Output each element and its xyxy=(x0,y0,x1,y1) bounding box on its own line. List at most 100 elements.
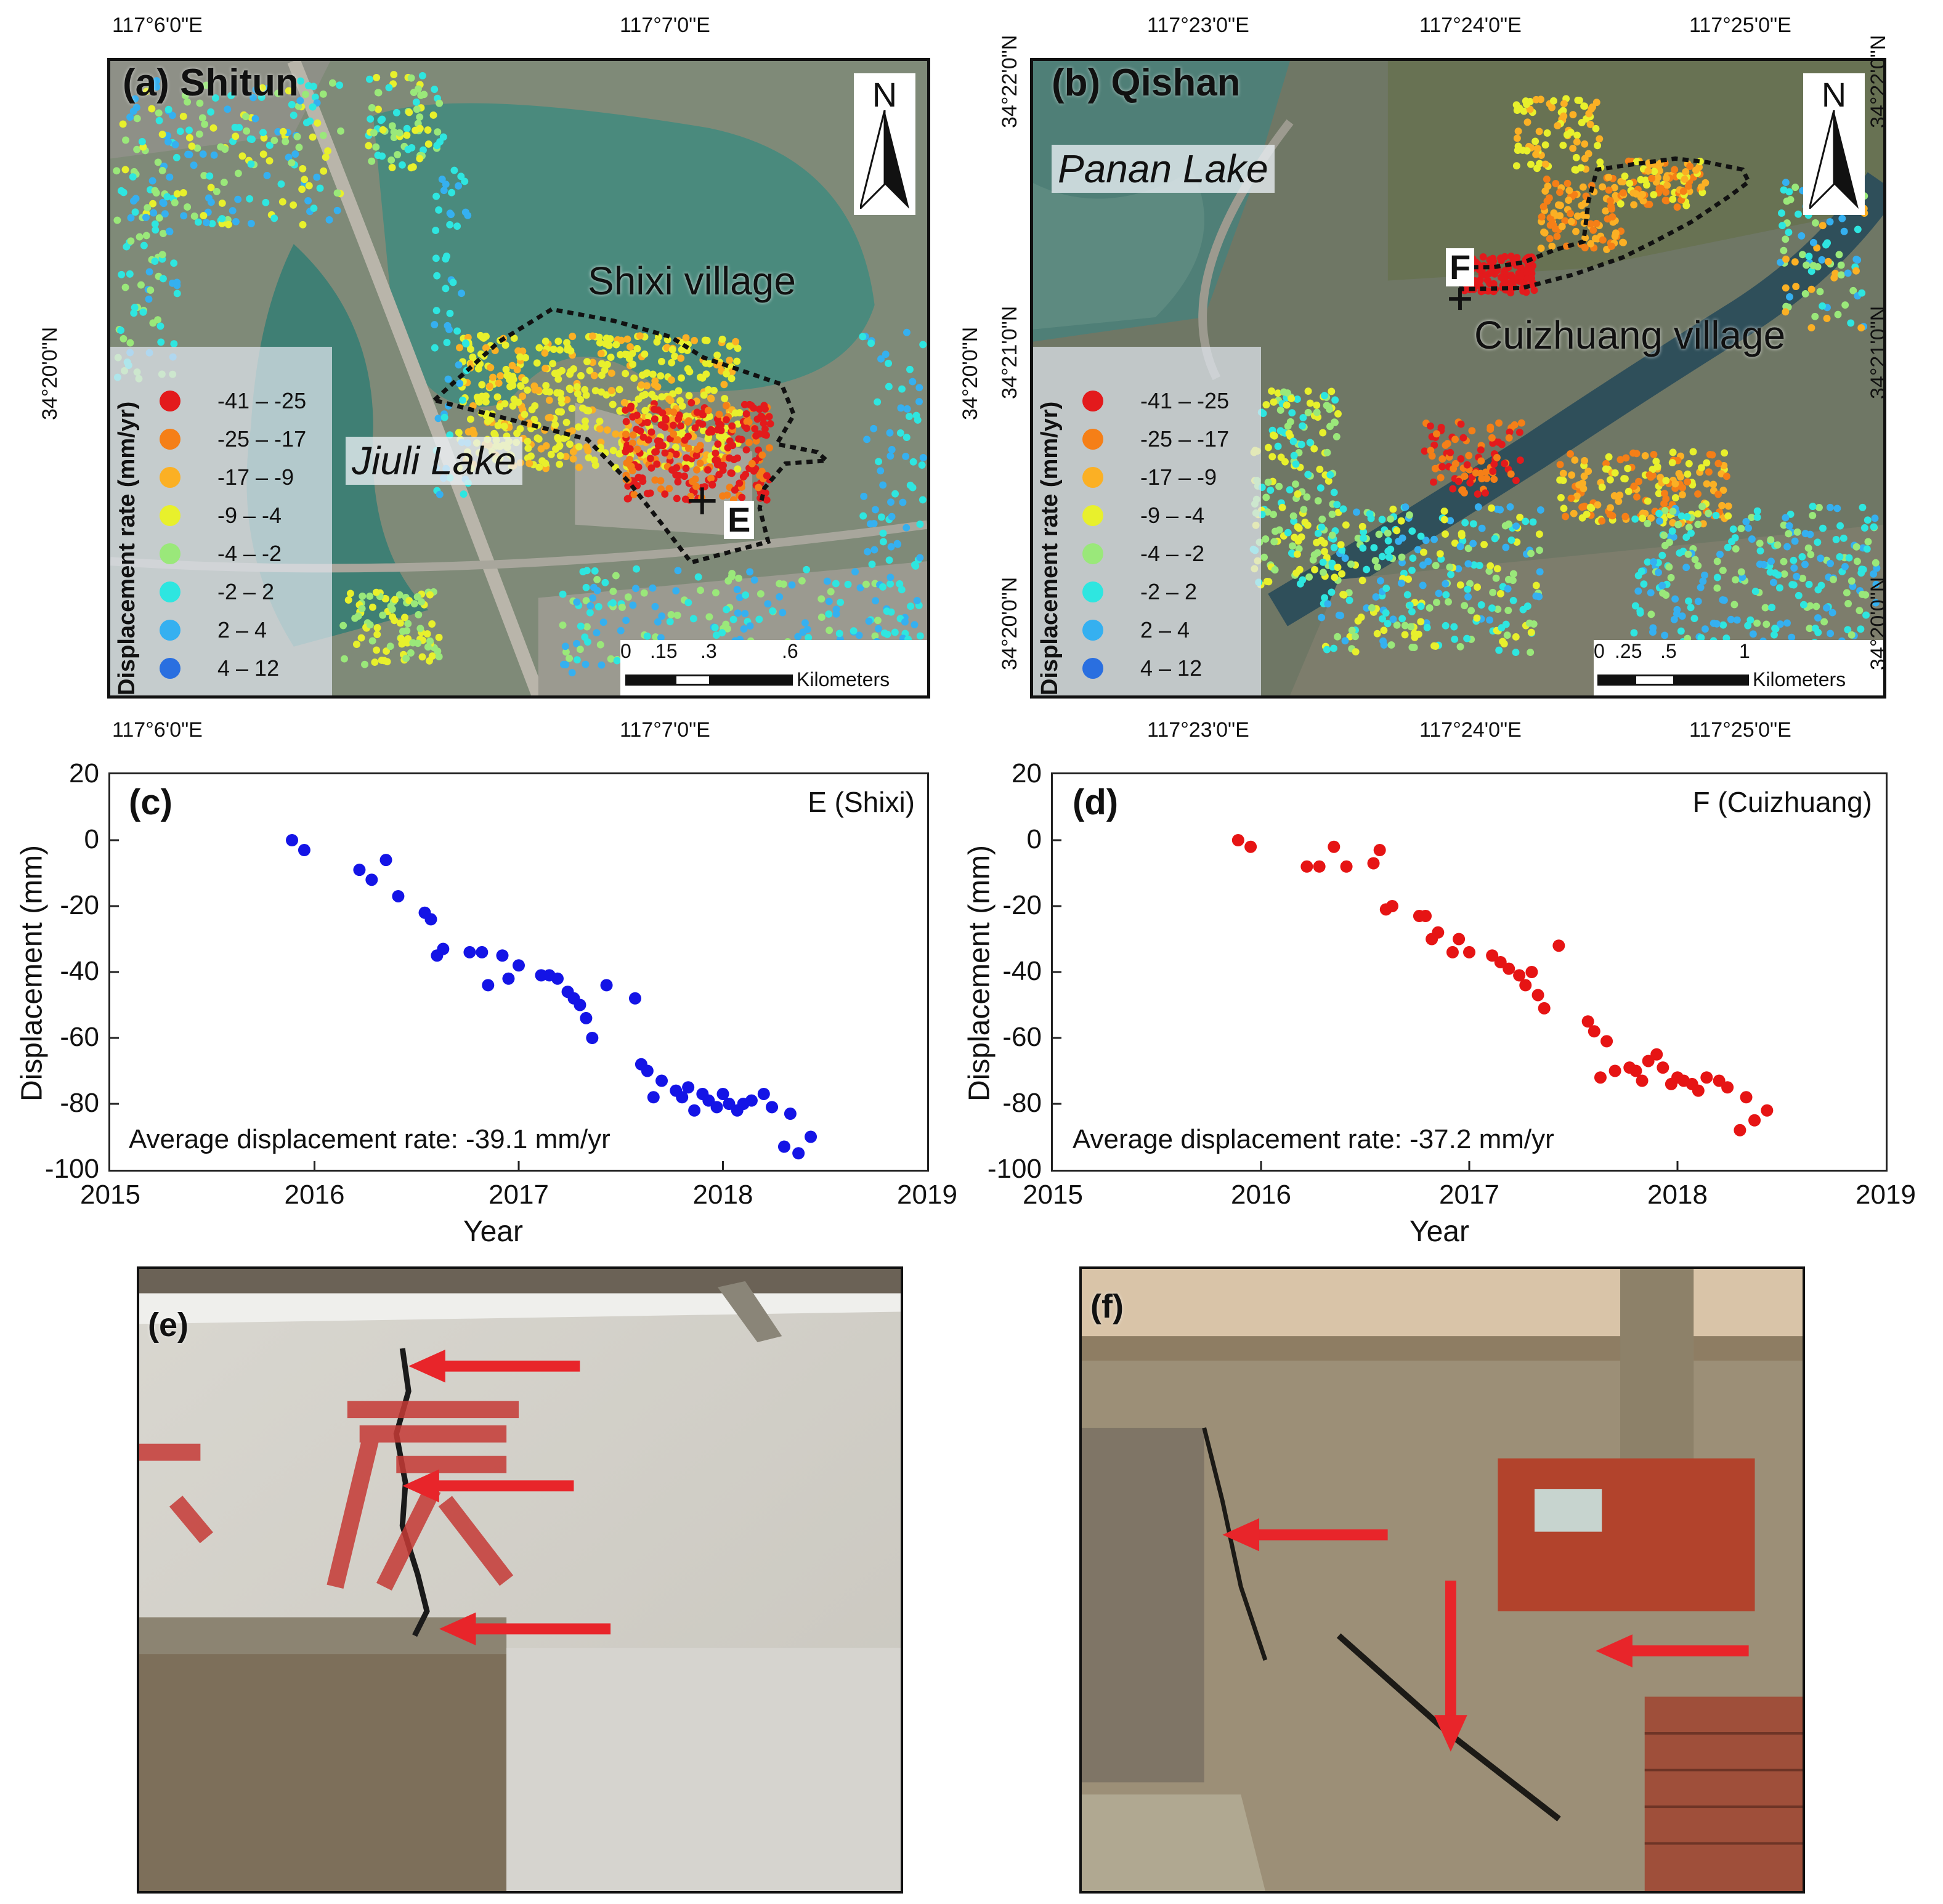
legend-title-b: Displacement rate (mm/yr) xyxy=(1037,401,1063,695)
data-point xyxy=(641,1064,654,1077)
legend-swatch xyxy=(1082,696,1103,699)
data-point xyxy=(1367,857,1380,870)
data-point xyxy=(1328,840,1341,853)
data-point xyxy=(392,889,405,902)
legend-entry: 4 – 12 xyxy=(160,652,279,684)
data-point xyxy=(676,1091,689,1104)
chart-d-plot-area xyxy=(1053,834,1774,1170)
lat-right-b-3: 34°20'0"N xyxy=(1867,577,1890,670)
x-tick-label: 2016 xyxy=(284,1180,345,1210)
legend-entry: -17 – -9 xyxy=(160,461,294,493)
scale-unit: Kilometers xyxy=(1753,668,1846,691)
legend-title-a: Displacement rate (mm/yr) xyxy=(114,401,140,695)
legend-label: -41 – -25 xyxy=(217,388,307,413)
x-tick-label: 2017 xyxy=(1439,1180,1499,1210)
legend-label: 4 – 12 xyxy=(217,655,280,681)
wall-crack-photo-f xyxy=(1082,1269,1803,1891)
scale-bar-graphic xyxy=(625,675,793,686)
lon-top-a-2: 117°7'0"E xyxy=(620,14,710,37)
data-point xyxy=(1538,1002,1551,1015)
chart-c-plot-area xyxy=(110,834,817,1170)
scale-tick: .25 xyxy=(1615,640,1642,662)
legend-swatch xyxy=(160,391,181,411)
legend-swatch xyxy=(1082,429,1103,450)
lake-label-a: Jiuli Lake xyxy=(346,437,522,485)
point-e-label: E xyxy=(724,501,755,539)
chart-d-annotation: Average displacement rate: -37.2 mm/yr xyxy=(1073,1124,1554,1154)
data-point xyxy=(551,972,564,985)
legend-label: -9 – -4 xyxy=(1140,503,1205,528)
data-point xyxy=(1486,949,1499,962)
data-point xyxy=(1340,860,1353,873)
x-tick-label: 2015 xyxy=(1023,1180,1083,1210)
data-point xyxy=(1588,1025,1600,1038)
legend-entry: 12 – 25 xyxy=(160,691,291,695)
legend-entry: -41 – -25 xyxy=(160,385,306,417)
data-point xyxy=(1636,1074,1649,1087)
data-point xyxy=(476,946,489,958)
data-point xyxy=(1503,962,1515,975)
chart-d-xlabel: Year xyxy=(1410,1215,1469,1248)
legend-label: -17 – -9 xyxy=(217,464,294,490)
chart-d-panel-label: (d) xyxy=(1073,782,1119,822)
data-point xyxy=(379,854,392,867)
data-point xyxy=(1642,1055,1655,1067)
legend-entry: 4 – 12 xyxy=(1082,652,1202,684)
data-point xyxy=(766,1101,779,1114)
chart-c-ylabel: Displacement (mm) xyxy=(15,845,49,1102)
lon-top-b-3: 117°25'0"E xyxy=(1689,14,1791,37)
x-tick-label: 2017 xyxy=(489,1180,549,1210)
legend-a: Displacement rate (mm/yr) -41 – -25 -25 –… xyxy=(110,347,332,695)
y-tick-label: -80 xyxy=(1002,1088,1042,1118)
legend-swatch xyxy=(1082,620,1103,641)
legend-label: -25 – -17 xyxy=(1140,426,1230,452)
scale-bar-graphic xyxy=(1597,675,1749,686)
legend-label: 12 – 25 xyxy=(217,694,291,695)
scale-bar-a: 0 .15 .3 .6 Kilometers xyxy=(620,640,927,695)
data-point xyxy=(482,979,495,992)
data-point xyxy=(1740,1091,1753,1104)
data-point xyxy=(805,1130,817,1143)
data-point xyxy=(1231,834,1244,846)
village-label-b: Cuizhuang village xyxy=(1474,313,1786,357)
x-tick-label: 2018 xyxy=(692,1180,753,1210)
legend-swatch xyxy=(160,543,181,564)
data-point xyxy=(688,1104,701,1117)
photo-f: (f) xyxy=(1079,1266,1805,1894)
data-point xyxy=(1657,1061,1669,1074)
y-tick-label: -60 xyxy=(60,1022,99,1052)
lat-left-b-1: 34°22'0"N xyxy=(998,34,1021,128)
data-point xyxy=(710,1101,723,1114)
scale-bar-b: 0 .25 .5 1 Kilometers xyxy=(1594,640,1883,695)
data-point xyxy=(1721,1081,1734,1094)
data-point xyxy=(655,1074,668,1087)
north-arrow-a: N xyxy=(854,73,915,215)
data-point xyxy=(628,992,641,1005)
data-point xyxy=(600,979,613,992)
photo-f-label: (f) xyxy=(1090,1288,1124,1325)
chart-c-annotation: Average displacement rate: -39.1 mm/yr xyxy=(129,1124,610,1154)
legend-swatch xyxy=(160,658,181,679)
chart-c-point-label: E (Shixi) xyxy=(808,786,915,818)
legend-label: -9 – -4 xyxy=(217,503,282,528)
data-point xyxy=(1419,910,1432,923)
data-point xyxy=(1373,844,1386,857)
data-point xyxy=(1581,1015,1594,1028)
lon-bottom-a-2: 117°7'0"E xyxy=(620,718,710,742)
data-point xyxy=(723,1098,736,1110)
chart-d: (d) F (Cuizhuang) Average displacement r… xyxy=(1051,772,1888,1172)
legend-label: -41 – -25 xyxy=(1140,388,1230,413)
y-tick-label: -60 xyxy=(1002,1022,1042,1052)
scale-tick: .5 xyxy=(1660,640,1677,662)
x-tick-label: 2019 xyxy=(1856,1180,1916,1210)
data-point xyxy=(1692,1084,1705,1097)
data-point xyxy=(1608,1064,1621,1077)
legend-label: -4 – -2 xyxy=(217,541,282,566)
data-point xyxy=(437,942,450,955)
legend-entry: 12 – 25 xyxy=(1082,691,1214,699)
photo-e: (e) xyxy=(137,1266,903,1894)
data-point xyxy=(757,1087,770,1100)
legend-swatch xyxy=(1082,467,1103,488)
y-tick-label: 20 xyxy=(1012,758,1042,788)
data-point xyxy=(784,1108,797,1120)
